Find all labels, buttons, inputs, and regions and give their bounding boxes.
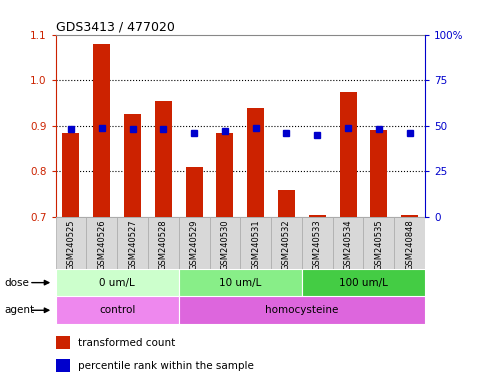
Bar xyxy=(56,359,71,372)
Bar xyxy=(62,132,79,217)
Bar xyxy=(179,269,302,296)
Text: percentile rank within the sample: percentile rank within the sample xyxy=(78,361,254,371)
Bar xyxy=(93,44,110,217)
Text: GDS3413 / 477020: GDS3413 / 477020 xyxy=(56,20,174,33)
Text: GSM240527: GSM240527 xyxy=(128,220,137,270)
Bar xyxy=(185,167,202,217)
Text: control: control xyxy=(99,305,135,315)
Bar xyxy=(155,101,172,217)
Bar xyxy=(401,215,418,217)
Bar xyxy=(240,217,271,269)
Bar xyxy=(117,217,148,269)
Text: 100 um/L: 100 um/L xyxy=(339,278,388,288)
Bar xyxy=(364,217,394,269)
Bar xyxy=(124,114,141,217)
Bar xyxy=(56,336,71,349)
Bar xyxy=(278,190,295,217)
Bar xyxy=(86,217,117,269)
Bar xyxy=(216,132,233,217)
Bar xyxy=(179,217,210,269)
Bar xyxy=(394,217,425,269)
Text: GSM240534: GSM240534 xyxy=(343,220,353,270)
Bar xyxy=(179,296,425,324)
Bar xyxy=(309,215,326,217)
Text: transformed count: transformed count xyxy=(78,338,175,348)
Bar xyxy=(271,217,302,269)
Bar xyxy=(56,269,179,296)
Text: GSM240532: GSM240532 xyxy=(282,220,291,270)
Bar xyxy=(148,217,179,269)
Bar xyxy=(302,269,425,296)
Text: GSM240533: GSM240533 xyxy=(313,220,322,270)
Bar xyxy=(302,217,333,269)
Text: GSM240525: GSM240525 xyxy=(67,220,75,270)
Text: 0 um/L: 0 um/L xyxy=(99,278,135,288)
Text: GSM240848: GSM240848 xyxy=(405,220,414,270)
Bar xyxy=(56,296,179,324)
Text: GSM240526: GSM240526 xyxy=(97,220,106,270)
Text: GSM240531: GSM240531 xyxy=(251,220,260,270)
Bar xyxy=(370,130,387,217)
Text: GSM240529: GSM240529 xyxy=(190,220,199,270)
Bar xyxy=(340,91,356,217)
Bar xyxy=(333,217,364,269)
Bar xyxy=(56,217,86,269)
Text: 10 um/L: 10 um/L xyxy=(219,278,261,288)
Bar xyxy=(210,217,240,269)
Text: agent: agent xyxy=(5,305,35,315)
Bar xyxy=(247,108,264,217)
Text: GSM240528: GSM240528 xyxy=(159,220,168,270)
Text: homocysteine: homocysteine xyxy=(265,305,339,315)
Text: GSM240530: GSM240530 xyxy=(220,220,229,270)
Text: dose: dose xyxy=(5,278,30,288)
Text: GSM240535: GSM240535 xyxy=(374,220,384,270)
